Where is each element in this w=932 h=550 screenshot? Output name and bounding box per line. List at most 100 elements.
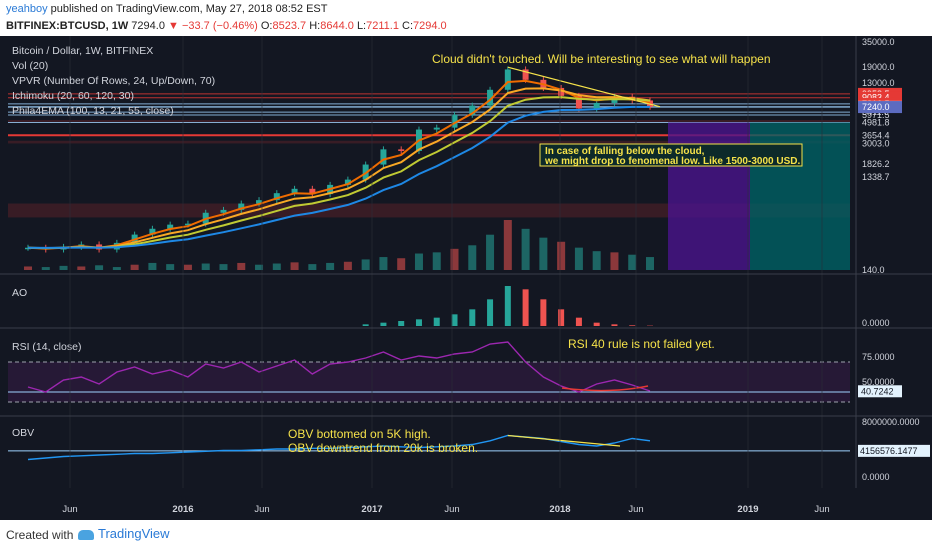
candle xyxy=(451,114,458,128)
legend-item: Bitcoin / Dollar, 1W, BITFINEX xyxy=(12,45,153,57)
x-tick-label: Jun xyxy=(444,504,459,515)
ema-line xyxy=(27,96,651,250)
price-tick-label: 4981.8 xyxy=(862,118,890,128)
volume-bar xyxy=(166,264,175,270)
volume-bar xyxy=(450,248,459,270)
ao-bar xyxy=(522,289,529,326)
volume-bar xyxy=(539,237,548,270)
legend-item: Phila4EMA (100, 13, 21, 55, close) xyxy=(12,105,174,117)
rsi-tick-label: 75.0000 xyxy=(862,352,895,362)
close-label: C: xyxy=(402,20,414,32)
ema-line xyxy=(27,87,651,250)
quote-line: BITFINEX:BTCUSD, 1W 7294.0 ▼ −33.7 (−0.4… xyxy=(6,20,447,32)
chart-canvas[interactable]: 35000.019000.013000.06411.05971.54981.83… xyxy=(0,36,932,520)
open-value: 8523.7 xyxy=(272,20,307,32)
x-tick-label: Jun xyxy=(628,504,643,515)
price-tick-label: 19000.0 xyxy=(862,62,895,72)
candle xyxy=(380,149,387,165)
tradingview-logo-icon xyxy=(78,529,94,540)
volume-bar xyxy=(468,245,477,270)
price-tick-label: 35000.0 xyxy=(862,37,895,47)
candle xyxy=(398,149,405,151)
obv-panel[interactable]: OBV 8000000.0000 0.0000 4156576.1477 xyxy=(8,417,930,482)
annotation-cloud: Cloud didn't touched. Will be interestin… xyxy=(432,52,771,66)
open-label: O: xyxy=(260,20,273,32)
volume-bar xyxy=(201,263,210,270)
ao-bar xyxy=(558,309,565,326)
ao-bar xyxy=(487,299,494,326)
x-tick-label: Jun xyxy=(814,504,829,515)
created-with-text: Created with xyxy=(6,528,74,542)
x-axis: Jun 2016 Jun 2017 Jun 2018 Jun 2019 Jun xyxy=(62,36,830,515)
volume-bar xyxy=(379,257,388,270)
vpvr-band xyxy=(8,119,850,123)
high-label: H: xyxy=(309,20,321,32)
obv-value-label: 4156576.1477 xyxy=(860,446,918,456)
ao-bar xyxy=(451,314,458,326)
volume-bar xyxy=(41,267,50,270)
candle xyxy=(469,105,476,115)
volume-bar xyxy=(610,252,619,270)
ao-tick-label: 0.0000 xyxy=(862,318,890,328)
volume-bar xyxy=(130,264,139,270)
volume-bar xyxy=(255,264,264,270)
volume-bar xyxy=(432,252,441,270)
obv-trend-line xyxy=(507,434,621,447)
x-tick-label: 2017 xyxy=(361,504,382,515)
ao-panel[interactable]: AO 0.0000 xyxy=(12,286,890,328)
volume-bar xyxy=(219,264,228,270)
annotation-fall-line1: In case of falling below the cloud, xyxy=(545,146,705,157)
candle xyxy=(487,89,494,106)
ao-bar xyxy=(593,322,600,326)
volume-bar xyxy=(557,241,566,270)
volume-bar xyxy=(59,265,68,270)
ao-bar xyxy=(504,286,511,326)
candle xyxy=(220,209,227,213)
volume-bar xyxy=(574,247,583,270)
username-link[interactable]: yeahboy xyxy=(6,3,48,15)
last-price: 7294.0 xyxy=(131,20,165,32)
price-tick-label: 3654.4 xyxy=(862,130,890,140)
close-value: 7294.0 xyxy=(413,20,447,32)
volume-bar xyxy=(503,220,512,270)
price-label-box xyxy=(858,101,902,114)
volume-bar xyxy=(646,257,654,270)
tradingview-brand[interactable]: TradingView xyxy=(78,526,170,541)
volume-bar xyxy=(592,251,601,270)
annotation-fall-line2: we might drop to fenomenal low. Like 150… xyxy=(544,156,800,167)
low-label: L: xyxy=(356,20,367,32)
volume-bar xyxy=(237,262,246,270)
candle xyxy=(593,102,600,109)
rsi-support-curve xyxy=(561,385,649,392)
legend-item: Ichimoku (20, 60, 120, 30) xyxy=(12,90,134,102)
obv-tick-label: 0.0000 xyxy=(862,472,890,482)
volume-bar xyxy=(414,253,423,270)
price-change: −33.7 (−0.46%) xyxy=(181,20,258,32)
volume-bar xyxy=(326,262,335,270)
vpvr-band xyxy=(8,140,850,144)
price-tick-label: 5971.5 xyxy=(862,110,890,120)
volume-bar xyxy=(397,258,406,270)
obv-tick-label: 8000000.0000 xyxy=(862,417,920,427)
x-tick-label: Jun xyxy=(254,504,269,515)
volume-bar xyxy=(183,264,192,270)
volume-bar xyxy=(343,261,352,270)
volume-bar xyxy=(361,259,370,270)
rsi-value-box xyxy=(858,385,902,398)
volume-bar xyxy=(290,262,299,270)
symbol-label: BITFINEX:BTCUSD, 1W xyxy=(6,20,129,32)
ao-bar xyxy=(433,317,440,326)
down-arrow-icon: ▼ xyxy=(168,20,179,32)
vpvr-band xyxy=(8,203,850,218)
ao-bar xyxy=(398,321,405,326)
annotation-rsi: RSI 40 rule is not failed yet. xyxy=(568,337,715,351)
publish-line: yeahboy published on TradingView.com, Ma… xyxy=(6,3,327,15)
ao-bar xyxy=(540,299,547,326)
volume-bar xyxy=(112,267,121,270)
rsi-tick-label: 50.0000 xyxy=(862,377,895,387)
price-tick-label: 140.0 xyxy=(862,265,885,275)
ao-bar xyxy=(469,309,476,326)
obv-title: OBV xyxy=(12,427,34,439)
candle xyxy=(504,69,511,90)
